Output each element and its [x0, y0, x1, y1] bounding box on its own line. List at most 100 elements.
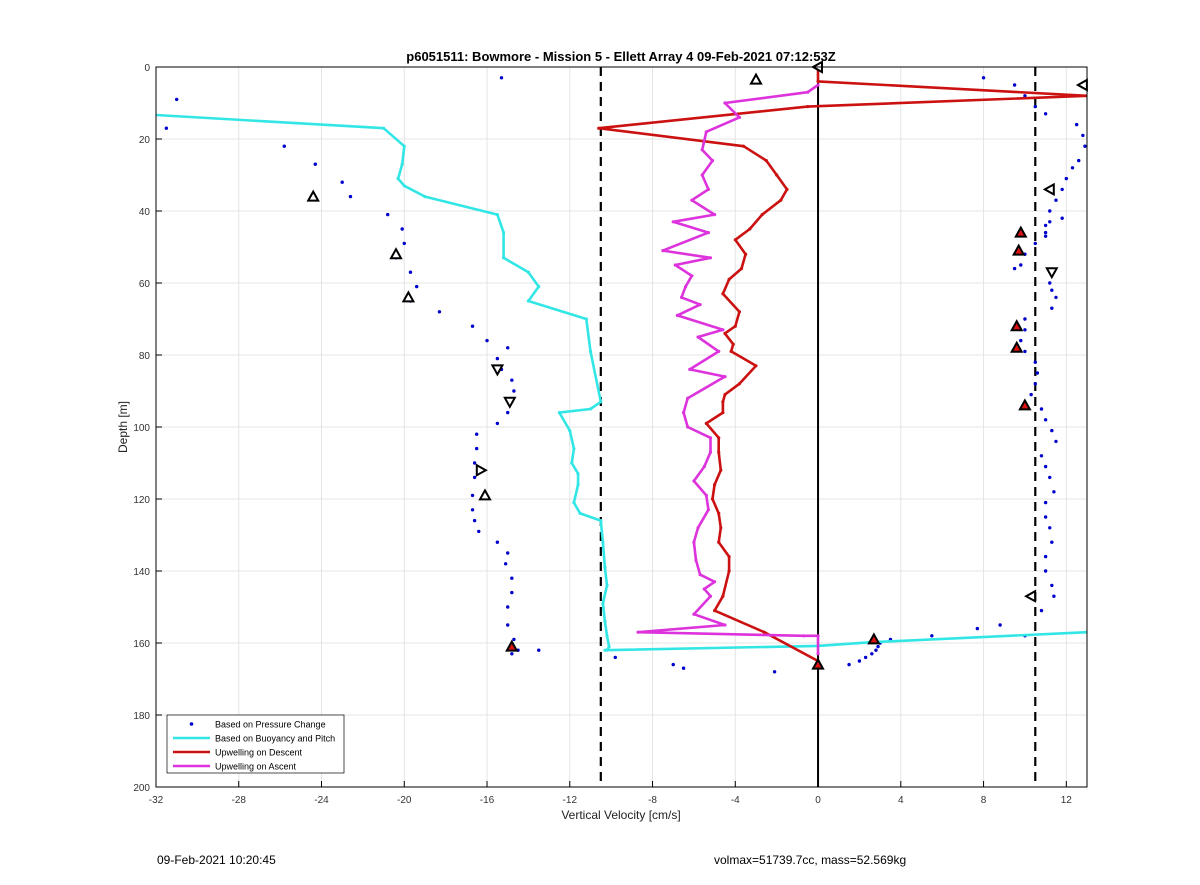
y-tick-label: 120 — [133, 495, 150, 506]
data-point — [603, 619, 607, 624]
data-point — [762, 630, 766, 634]
data-point — [1043, 223, 1048, 228]
legend: Based on Pressure Change Based on Buoyanc… — [166, 714, 345, 774]
data-point — [723, 331, 727, 335]
data-point — [698, 573, 702, 577]
data-point — [1070, 166, 1075, 170]
x-tick-label: -28 — [232, 795, 247, 806]
x-tick-label: -20 — [397, 795, 412, 806]
data-point — [874, 648, 878, 652]
data-point — [134, 112, 137, 115]
data-point — [713, 609, 717, 613]
data-point — [661, 249, 665, 253]
data-point — [748, 227, 752, 231]
event-marker — [503, 396, 517, 409]
data-point — [1033, 382, 1037, 386]
data-point — [1012, 266, 1017, 271]
data-point — [588, 349, 593, 353]
data-point — [694, 558, 698, 562]
data-point — [704, 130, 708, 134]
data-point — [721, 292, 725, 296]
series-line — [597, 67, 1087, 663]
data-point — [1064, 176, 1069, 181]
y-tick-label: 160 — [133, 639, 150, 650]
legend-label: Upwelling on Descent — [215, 748, 303, 758]
data-point — [975, 626, 980, 631]
data-point — [723, 393, 727, 397]
data-point — [1054, 439, 1058, 444]
data-point — [1050, 583, 1054, 588]
data-point — [1043, 515, 1048, 519]
data-point — [537, 648, 541, 652]
data-point — [721, 328, 725, 332]
data-point — [713, 483, 717, 487]
data-point — [733, 324, 737, 328]
data-point — [588, 407, 593, 411]
event-marker — [306, 189, 320, 202]
data-point — [470, 324, 475, 328]
data-point — [164, 126, 169, 130]
data-point — [816, 652, 820, 656]
y-tick-label: 180 — [133, 711, 150, 722]
data-point — [1050, 428, 1054, 433]
marker-layer — [306, 60, 1088, 670]
data-point — [737, 115, 742, 119]
data-point — [414, 284, 419, 289]
data-point — [698, 303, 702, 307]
data-point — [557, 411, 562, 415]
data-point — [847, 662, 851, 667]
x-tick-label: -32 — [149, 795, 164, 806]
data-point — [423, 195, 427, 199]
y-tick-label: 140 — [133, 567, 150, 578]
data-point — [603, 648, 607, 652]
y-tick-label: 20 — [139, 135, 151, 146]
data-point — [876, 644, 880, 649]
data-point — [1048, 220, 1052, 224]
data-point — [1074, 122, 1079, 127]
data-point — [506, 346, 510, 350]
x-tick-label: -8 — [648, 795, 657, 806]
data-point — [1077, 158, 1081, 163]
data-point — [775, 173, 779, 177]
legend-swatch — [189, 722, 194, 726]
axis-ticks: -32 -28 -24 -20 -16 -12 -8 -4 0 4 8 120204060801001… — [133, 63, 1072, 806]
data-point — [570, 461, 574, 465]
data-point — [470, 493, 475, 498]
data-point — [708, 256, 713, 260]
data-point — [702, 587, 706, 591]
data-point — [1043, 554, 1048, 559]
event-marker — [1045, 267, 1059, 280]
data-point — [1029, 392, 1033, 397]
data-point — [737, 382, 742, 386]
data-point — [806, 105, 810, 109]
data-point — [1043, 234, 1048, 238]
data-point — [510, 378, 514, 382]
data-point — [692, 612, 696, 616]
data-point — [696, 526, 700, 530]
data-point — [1033, 104, 1037, 109]
event-marker — [478, 488, 492, 501]
data-point — [396, 177, 400, 181]
data-point — [400, 227, 404, 231]
x-tick-label: 8 — [981, 795, 987, 806]
data-point — [636, 630, 640, 634]
x-tick-label: -12 — [563, 795, 578, 806]
data-point — [681, 666, 686, 670]
data-point — [485, 338, 489, 343]
data-point — [729, 349, 733, 353]
data-point — [700, 148, 704, 152]
data-point — [681, 411, 686, 415]
data-point — [1048, 281, 1052, 285]
data-point — [605, 634, 609, 638]
data-point — [1052, 594, 1056, 598]
data-point — [472, 518, 477, 523]
data-point — [731, 342, 735, 346]
data-point — [1043, 230, 1048, 235]
data-point — [713, 213, 717, 217]
data-point — [1019, 338, 1023, 343]
data-point — [723, 375, 727, 379]
series-line — [636, 83, 820, 654]
data-point — [754, 364, 758, 368]
data-point — [576, 483, 580, 487]
data-point — [495, 421, 500, 426]
